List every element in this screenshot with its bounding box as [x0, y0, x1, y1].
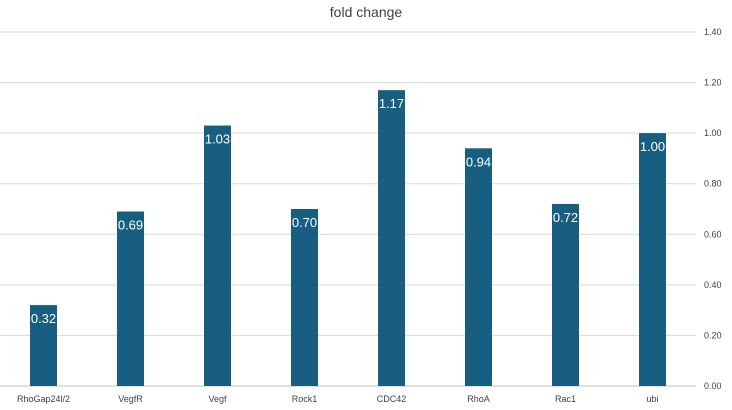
y-tick-label: 1.40	[704, 27, 722, 37]
category-label: ubi	[646, 394, 658, 404]
bar-vegf	[204, 125, 231, 387]
data-label: 1.17	[379, 96, 404, 111]
y-axis-ticks: 0.00 0.20 0.40 0.60 0.80 1.00 1.20 1.40	[704, 27, 722, 391]
bar-rhogap24l-2	[30, 305, 57, 386]
data-label: 0.32	[31, 311, 56, 326]
bar-ubi	[639, 133, 666, 386]
category-label: Vegf	[208, 394, 227, 404]
y-tick-label: 0.40	[704, 280, 722, 290]
bar-cdc42	[378, 90, 405, 387]
bar-vegfr	[117, 211, 144, 386]
category-label: Rock1	[292, 394, 318, 404]
category-label: VegfR	[118, 394, 143, 404]
y-tick-label: 0.20	[704, 330, 722, 340]
data-label: 0.69	[118, 218, 143, 233]
category-label: Rac1	[555, 394, 576, 404]
y-tick-label: 0.60	[704, 229, 722, 239]
bar-rhoa	[465, 148, 492, 386]
bar-rock1	[291, 209, 318, 386]
bar-rac1	[552, 203, 579, 386]
gridlines	[0, 31, 696, 387]
bars	[30, 90, 666, 387]
category-labels: RhoGap24l/2 VegfR Vegf Rock1 CDC42 RhoA Rac1 ub…	[17, 394, 659, 404]
data-label: 0.70	[292, 215, 317, 230]
data-label: 1.00	[640, 139, 665, 154]
y-tick-label: 1.00	[704, 128, 722, 138]
category-label: CDC42	[377, 394, 407, 404]
data-label: 0.72	[553, 210, 578, 225]
category-label: RhoGap24l/2	[17, 394, 70, 404]
y-tick-label: 0.80	[704, 179, 722, 189]
y-tick-label: 0.00	[704, 381, 722, 391]
data-label: 0.94	[466, 154, 491, 169]
data-label: 1.03	[205, 132, 230, 147]
y-tick-label: 1.20	[704, 78, 722, 88]
data-labels: 0.32 0.69 1.03 0.70 1.17 0.94 0.72 1.00	[31, 96, 665, 326]
category-label: RhoA	[467, 394, 490, 404]
chart-title: fold change	[330, 4, 403, 20]
